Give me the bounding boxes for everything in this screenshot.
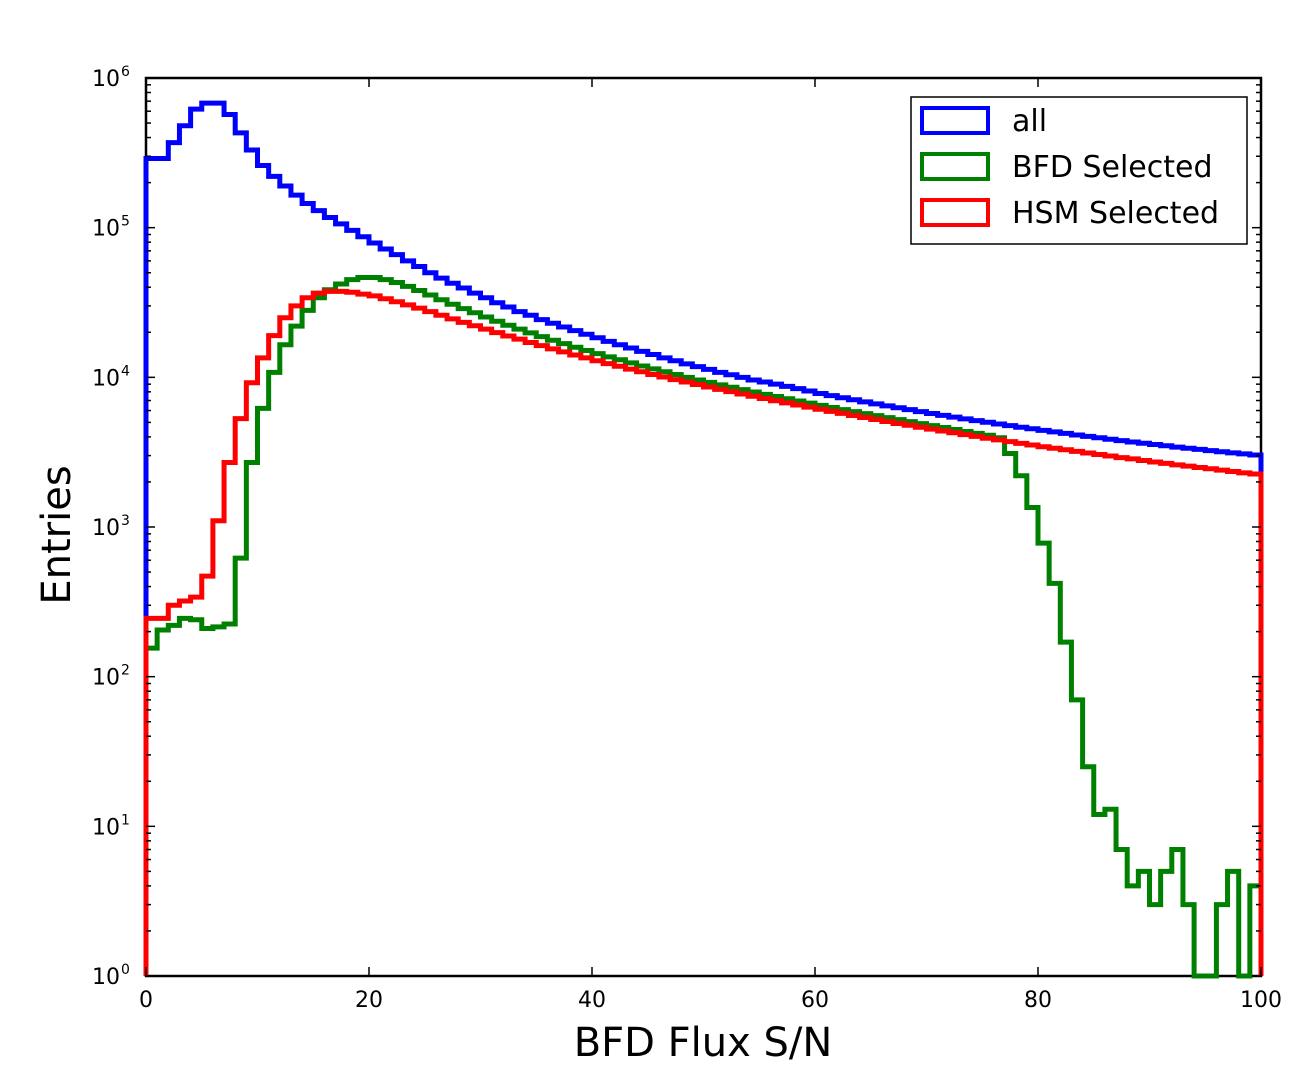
x-tick-label: 100 xyxy=(1240,988,1282,1013)
y-tick-label: 10 xyxy=(92,815,120,840)
legend: all BFD Selected HSM Selected xyxy=(910,96,1248,245)
y-tick-label: 10 xyxy=(92,666,120,691)
legend-swatch-all xyxy=(920,106,990,135)
y-tick-label: 10 xyxy=(92,217,120,242)
legend-label-bfd-selected: BFD Selected xyxy=(1012,150,1213,185)
x-tick-label: 0 xyxy=(139,988,153,1013)
y-tick-label: 10 xyxy=(92,366,120,391)
x-tick-label: 20 xyxy=(355,988,383,1013)
y-tick-exponent: 0 xyxy=(121,962,130,978)
y-axis-label: Entries xyxy=(34,465,80,604)
y-tick-exponent: 1 xyxy=(121,812,130,828)
y-tick-exponent: 6 xyxy=(121,64,130,80)
legend-swatch-hsm-selected xyxy=(920,198,990,227)
y-tick-label: 10 xyxy=(92,965,120,990)
series-line-all xyxy=(143,100,1264,976)
legend-frame xyxy=(910,96,1248,245)
legend-label-all: all xyxy=(1012,104,1047,139)
y-tick-exponent: 4 xyxy=(121,363,130,379)
x-tick-label: 60 xyxy=(801,988,829,1013)
y-tick-exponent: 5 xyxy=(121,214,130,230)
series-line-hsm-selected xyxy=(143,288,1264,976)
y-tick-label: 10 xyxy=(92,67,120,92)
y-tick-exponent: 2 xyxy=(121,663,130,679)
y-tick-label: 10 xyxy=(92,516,120,541)
x-tick-label: 80 xyxy=(1024,988,1052,1013)
x-tick-label: 40 xyxy=(578,988,606,1013)
legend-label-hsm-selected: HSM Selected xyxy=(1012,196,1219,231)
y-tick-exponent: 3 xyxy=(121,513,130,529)
x-axis-label: BFD Flux S/N xyxy=(574,1020,833,1066)
legend-swatch-bfd-selected xyxy=(920,152,990,181)
series-layer xyxy=(143,100,1264,979)
